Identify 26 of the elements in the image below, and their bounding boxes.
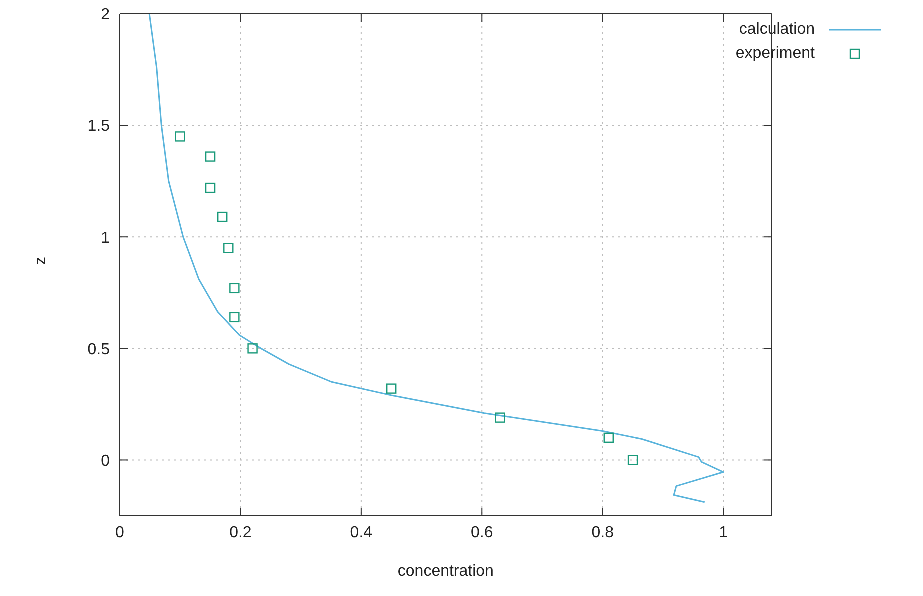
point bbox=[175, 132, 186, 142]
y-tick-label: 0 bbox=[101, 452, 110, 470]
x-tick-label: 1 bbox=[719, 524, 728, 542]
y-tick-label: 0.5 bbox=[88, 341, 110, 358]
x-tick-label: 0 bbox=[116, 524, 125, 542]
point bbox=[248, 344, 258, 354]
point bbox=[205, 182, 216, 194]
y-tick-label: 2 bbox=[101, 6, 110, 24]
point bbox=[205, 152, 216, 162]
x-axis-title: concentration bbox=[398, 563, 494, 580]
y-axis-title: z bbox=[32, 257, 50, 265]
point bbox=[230, 283, 240, 294]
x-tick-label: 0.6 bbox=[471, 524, 494, 542]
point bbox=[628, 455, 638, 466]
x-tick-label: 0.2 bbox=[230, 524, 252, 542]
x-tick-label: 0.8 bbox=[592, 524, 614, 542]
point bbox=[218, 212, 228, 222]
x-tick-label: 0.4 bbox=[350, 524, 373, 542]
point bbox=[495, 412, 506, 423]
y-tick-label: 1.5 bbox=[88, 118, 110, 136]
point bbox=[604, 432, 614, 444]
line-series bbox=[148, 14, 724, 504]
point bbox=[230, 312, 240, 323]
y-tick-label: 1 bbox=[101, 230, 110, 247]
point bbox=[224, 243, 234, 254]
point bbox=[386, 384, 397, 394]
